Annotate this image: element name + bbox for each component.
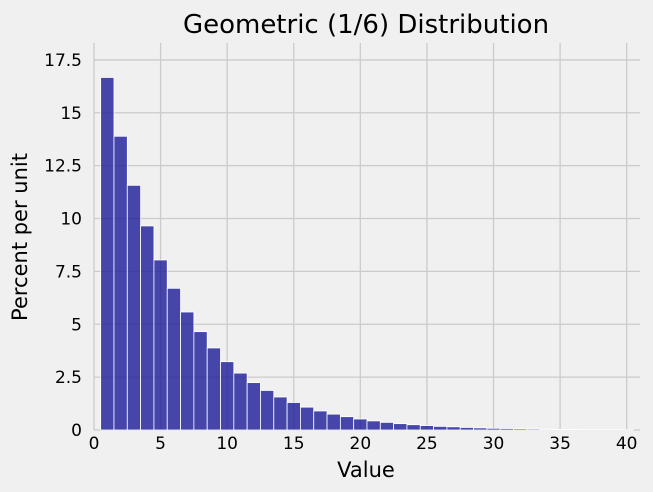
bars <box>100 77 634 431</box>
histogram-bar <box>446 426 461 431</box>
y-tick-labels: 0 2.5 5 7.5 10 12.5 15 17.5 <box>44 51 82 441</box>
x-axis-label: Value <box>337 458 395 482</box>
histogram-bar <box>140 225 155 431</box>
x-tick-label: 5 <box>155 434 166 454</box>
histogram-bar <box>339 416 355 431</box>
histogram-bar <box>126 184 142 431</box>
histogram-bar <box>166 287 181 431</box>
histogram-bar <box>539 428 554 431</box>
histogram-bar <box>206 347 221 431</box>
histogram-bar <box>180 311 195 431</box>
y-tick-label: 10 <box>60 210 82 230</box>
y-tick-label: 0 <box>71 421 82 441</box>
histogram-bar <box>419 425 434 431</box>
histogram-bar <box>433 426 448 431</box>
x-tick-label: 15 <box>283 434 305 454</box>
x-tick-labels: 0 5 10 15 20 25 30 35 40 <box>89 434 638 454</box>
histogram-bar <box>313 410 328 431</box>
histogram-bar <box>220 361 235 431</box>
x-tick-label: 40 <box>616 434 638 454</box>
histogram-bar <box>300 406 315 431</box>
histogram-bar <box>553 428 568 431</box>
x-tick-label: 25 <box>416 434 438 454</box>
y-tick-label: 12.5 <box>44 157 82 177</box>
y-tick-label: 7.5 <box>55 262 82 282</box>
chart-title: Geometric (1/6) Distribution <box>183 10 549 40</box>
y-axis-label: Percent per unit <box>8 153 32 321</box>
y-tick-label: 17.5 <box>44 51 82 71</box>
y-tick-label: 15 <box>60 104 82 124</box>
histogram-bar <box>100 77 115 431</box>
histogram-bar <box>393 423 408 431</box>
x-tick-label: 35 <box>549 434 571 454</box>
histogram-bar <box>233 372 248 431</box>
histogram-bar <box>379 421 395 431</box>
histogram-bar <box>273 396 288 431</box>
histogram-bar <box>406 424 421 431</box>
histogram-bar <box>113 135 128 431</box>
x-tick-label: 10 <box>216 434 238 454</box>
histogram-bar <box>566 428 581 431</box>
y-tick-label: 2.5 <box>55 368 82 388</box>
x-tick-label: 0 <box>89 434 100 454</box>
histogram-bar <box>326 413 341 431</box>
histogram-bar <box>473 427 488 431</box>
y-tick-label: 5 <box>71 315 82 335</box>
x-tick-label: 20 <box>350 434 372 454</box>
histogram-bar <box>153 259 168 431</box>
histogram-bar <box>286 402 301 431</box>
histogram-bar <box>193 331 208 431</box>
histogram-bar <box>513 428 528 431</box>
histogram-bar <box>353 418 368 431</box>
x-tick-label: 30 <box>483 434 505 454</box>
histogram-bar <box>526 428 541 431</box>
histogram-bar <box>459 427 474 431</box>
histogram-bar <box>486 427 501 431</box>
histogram-bar <box>246 382 261 431</box>
histogram-bar <box>499 428 514 431</box>
histogram-bar <box>260 390 275 431</box>
histogram-bar <box>366 420 381 431</box>
